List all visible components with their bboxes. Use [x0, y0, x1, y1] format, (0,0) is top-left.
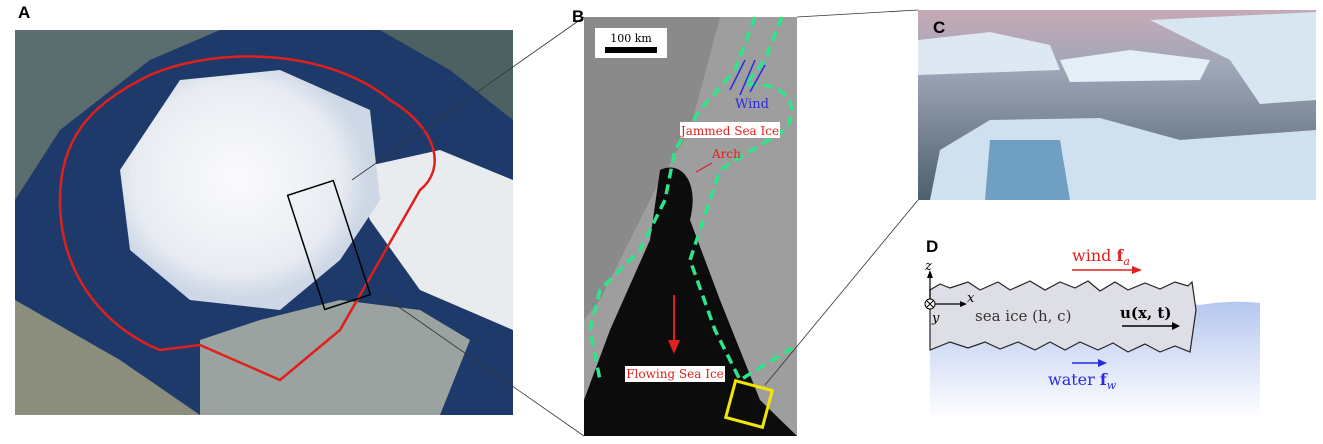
- panel-d-schematic: D z x y sea ice (h, c) u(x, t) wind fa w…: [924, 237, 1260, 420]
- water-force-label: water fw: [1048, 370, 1117, 392]
- wind-force-label: wind fa: [1072, 246, 1130, 268]
- sea-ice-label: sea ice (h, c): [975, 307, 1071, 325]
- panel-a-arctic-map: A: [15, 3, 513, 415]
- zoom-box: [286, 179, 372, 311]
- sea-ice-slab: [929, 280, 1197, 353]
- panel-label-c: C: [933, 18, 945, 37]
- axis-z: z: [924, 259, 932, 274]
- panel-label-d: D: [926, 237, 938, 256]
- axis-x: x: [967, 291, 975, 306]
- flowing-ice-label: Flowing Sea Ice: [626, 367, 724, 381]
- arch-label: Arch: [711, 147, 741, 161]
- panel-label-b: B: [572, 7, 584, 26]
- panel-c-photo: C: [918, 10, 1316, 200]
- scale-bar-label: 100 km: [610, 32, 652, 45]
- jammed-ice-label: Jammed Sea Ice: [679, 124, 779, 138]
- velocity-label: u(x, t): [1120, 304, 1171, 322]
- ice-extent-line: [58, 55, 436, 382]
- scale-bar: [605, 47, 657, 53]
- highlight-box: [723, 378, 775, 430]
- panel-b-satellite: 100 km Wind Jammed Sea Ice Arch Flowing …: [572, 7, 798, 436]
- wind-label: Wind: [735, 97, 769, 112]
- panel-label-a: A: [18, 3, 30, 22]
- axis-y: y: [931, 311, 940, 326]
